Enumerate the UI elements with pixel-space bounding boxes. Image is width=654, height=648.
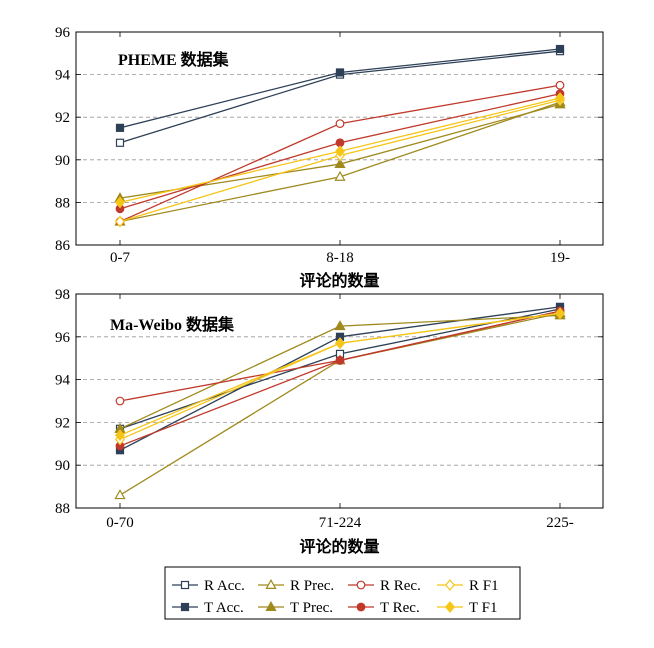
y-tick-label: 86 <box>55 238 71 254</box>
legend: R Acc. R Prec. R Rec. R F1 T Acc. T Prec. T Re… <box>164 566 521 620</box>
legend-label: R Prec. <box>290 578 334 594</box>
chart-panel-2: 88 90 92 94 96 98 0-70 71-224 225- Ma-Weibo 数据集评论… <box>55 287 604 556</box>
legend-box <box>164 566 521 620</box>
plot-frame <box>75 31 604 246</box>
x-tick-label: 71-224 <box>319 515 362 531</box>
y-tick-label: 90 <box>55 153 70 169</box>
legend-marker <box>180 602 190 612</box>
plot-frame <box>75 293 604 509</box>
legend-label: T Rec. <box>380 600 420 616</box>
y-tick-label: 90 <box>55 458 70 474</box>
data-point <box>335 337 345 350</box>
legend-item: T Rec. <box>348 600 420 616</box>
x-tick-label: 8-18 <box>326 250 354 266</box>
x-axis-label: 评论的数量 <box>299 537 379 556</box>
x-axis-label: 评论的数量 <box>299 271 379 290</box>
series-r-f1 <box>115 94 565 228</box>
x-tick-label: 225- <box>546 515 574 531</box>
data-point <box>114 489 126 500</box>
data-point <box>335 355 345 365</box>
data-point <box>334 320 346 331</box>
series-t-acc <box>115 44 565 132</box>
data-point <box>334 170 346 181</box>
data-point <box>555 80 565 90</box>
legend-marker <box>265 600 277 612</box>
data-point <box>555 44 565 54</box>
legend-marker <box>180 580 190 590</box>
chart-title: Ma-Weibo 数据集 <box>110 315 235 334</box>
data-point <box>555 92 565 104</box>
data-point <box>335 119 345 128</box>
legend-item: R Acc. <box>172 578 245 594</box>
legend-label: T Acc. <box>204 600 244 616</box>
y-tick-label: 88 <box>55 501 70 517</box>
legend-marker <box>356 602 366 612</box>
y-tick-label: 98 <box>55 287 70 303</box>
data-point <box>555 307 565 320</box>
y-tick-label: 88 <box>55 195 70 211</box>
x-tick-label: 0-7 <box>110 250 130 266</box>
chart-title: PHEME 数据集 <box>118 50 230 69</box>
data-point <box>115 123 125 132</box>
y-tick-label: 92 <box>55 110 70 126</box>
data-point <box>115 215 125 228</box>
series-t-f1 <box>115 92 565 209</box>
y-tick-label: 94 <box>55 373 71 389</box>
series-t-f1 <box>115 307 565 442</box>
legend-marker <box>445 601 455 613</box>
legend-item: R F1 <box>437 578 499 594</box>
x-tick-label: 0-70 <box>106 515 134 531</box>
y-tick-label: 96 <box>55 25 71 41</box>
legend-label: R F1 <box>469 578 499 594</box>
legend-item: T F1 <box>437 600 497 616</box>
legend-item: T Acc. <box>172 600 244 616</box>
data-point <box>335 68 345 77</box>
y-tick-label: 94 <box>55 68 71 84</box>
legend-label: R Rec. <box>380 578 421 594</box>
legend-item: R Prec. <box>258 578 334 594</box>
legend-label: T Prec. <box>290 600 333 616</box>
data-point <box>335 145 345 158</box>
legend-marker <box>356 580 366 590</box>
data-point <box>115 138 125 147</box>
data-point <box>115 396 125 406</box>
data-point <box>115 196 125 209</box>
y-tick-label: 96 <box>55 330 71 346</box>
legend-label: R Acc. <box>204 578 245 594</box>
x-tick-label: 19- <box>550 250 570 266</box>
legend-marker <box>265 578 277 590</box>
legend-label: T F1 <box>469 600 497 616</box>
data-point <box>334 158 346 169</box>
y-tick-label: 92 <box>55 415 70 431</box>
legend-item: R Rec. <box>348 578 421 594</box>
legend-marker <box>445 579 455 591</box>
legend-item: T Prec. <box>258 600 333 616</box>
data-point <box>115 429 125 442</box>
